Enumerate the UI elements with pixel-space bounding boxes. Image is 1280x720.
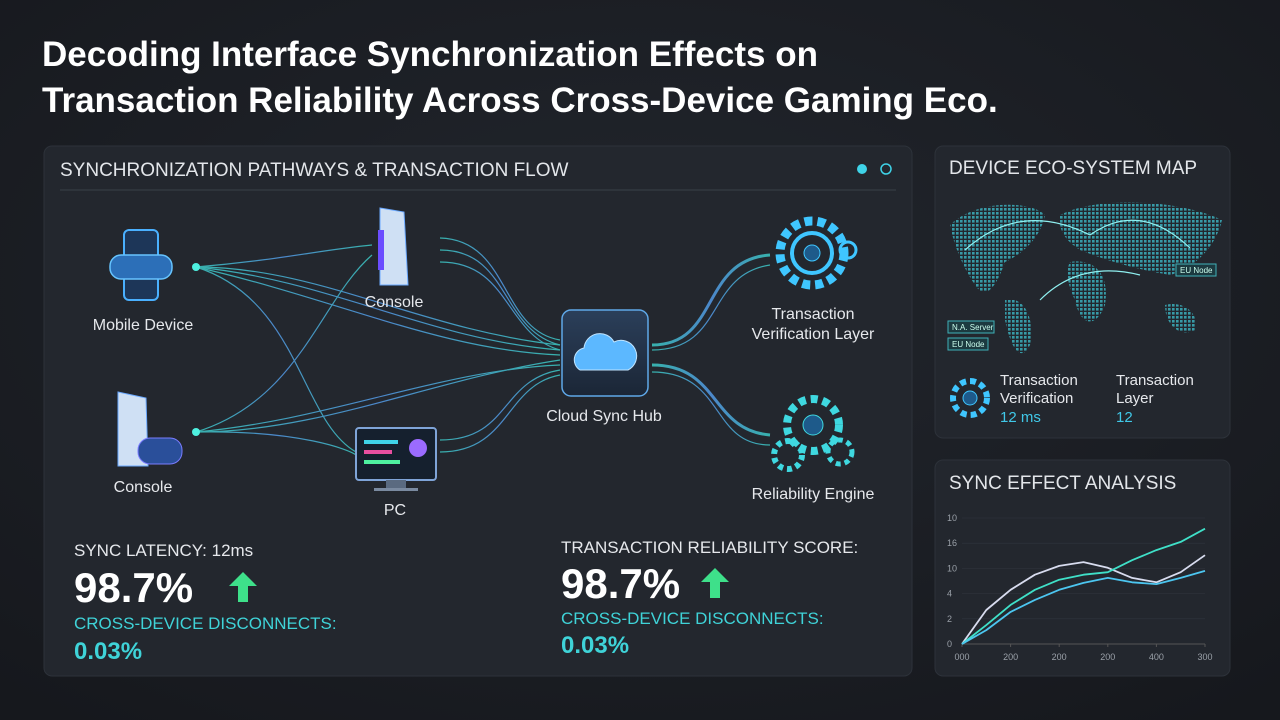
pc-icon (355, 427, 437, 491)
panel-title: DEVICE ECO-SYSTEM MAP (949, 158, 1197, 179)
node-label: Mobile Device (93, 317, 194, 334)
node-label: Reliability Engine (752, 486, 875, 503)
x-tick-label: 400 (1149, 652, 1164, 662)
x-tick-label: 200 (1100, 652, 1115, 662)
panel-title: SYNCHRONIZATION PATHWAYS & TRANSACTION F… (60, 160, 569, 181)
stat-label: Transaction (1000, 372, 1078, 389)
title-line: Decoding Interface Synchronization Effec… (42, 35, 818, 74)
console-icon (117, 391, 200, 467)
series-line (961, 570, 1206, 645)
y-tick-label: 10 (947, 513, 957, 523)
gear-icon (950, 378, 990, 418)
stat-value: 12 ms (1000, 409, 1041, 426)
hub-icon (561, 309, 649, 397)
console-icon (378, 207, 409, 286)
x-tick-label: 200 (1052, 652, 1067, 662)
stat-label: Transaction (1116, 372, 1194, 389)
panel (43, 145, 913, 677)
chart-title: SYNC EFFECT ANALYSIS (949, 473, 1176, 494)
metric-value: 0.03% (74, 638, 142, 665)
stat-label: Layer (1116, 390, 1154, 407)
gear-icon (775, 216, 858, 290)
map-tag: EU Node (947, 337, 989, 351)
pathways-panel: SYNCHRONIZATION PATHWAYS & TRANSACTION F… (43, 145, 913, 677)
x-tick-label: 300 (1197, 652, 1212, 662)
metric-label: CROSS-DEVICE DISCONNECTS: (561, 609, 824, 628)
tag-text: N.A. Server (952, 323, 994, 332)
node-label: Verification Layer (752, 326, 875, 343)
node-label: Transaction (772, 306, 855, 323)
title-line: Transaction Reliability Across Cross-Dev… (42, 81, 998, 120)
y-tick-label: 4 (947, 589, 952, 599)
series-line (961, 554, 1206, 645)
flow-lines (195, 237, 771, 456)
node-label: Cloud Sync Hub (546, 408, 662, 425)
y-tick-label: 10 (947, 563, 957, 573)
gear-icon (771, 395, 855, 472)
metric-label: CROSS-DEVICE DISCONNECTS: (74, 614, 337, 633)
metric-label: SYNC LATENCY: 12ms (74, 541, 253, 560)
x-tick-label: 000 (954, 652, 969, 662)
stat-value: 12 (1116, 409, 1133, 426)
y-tick-label: 0 (947, 639, 952, 649)
tag-text: EU Node (1180, 266, 1213, 275)
page-dot[interactable] (857, 164, 867, 174)
series-line (961, 527, 1206, 645)
node-label: Console (114, 479, 173, 496)
metric-value: 0.03% (561, 632, 629, 659)
metric-label: TRANSACTION RELIABILITY SCORE: (561, 538, 858, 557)
map-links (964, 219, 1191, 301)
panel (934, 459, 1231, 677)
up-arrow (701, 568, 729, 598)
y-tick-label: 16 (947, 538, 957, 548)
node-label: Console (365, 294, 424, 311)
metric-value: 98.7% (561, 560, 680, 607)
page-dot[interactable] (880, 163, 892, 175)
tag-text: EU Node (952, 340, 985, 349)
y-tick-label: 2 (947, 614, 952, 624)
metric-value: 98.7% (74, 564, 193, 611)
map-panel: DEVICE ECO-SYSTEM MAP N.A. Server EU Nod… (934, 145, 1231, 439)
map-tag: N.A. Server (947, 320, 995, 334)
up-arrow (229, 572, 257, 602)
node-label: PC (384, 502, 406, 519)
mobile-icon (109, 229, 200, 301)
world-map (950, 202, 1222, 354)
map-tag: EU Node (1175, 263, 1217, 277)
x-tick-label: 200 (1003, 652, 1018, 662)
stat-label: Verification (1000, 390, 1073, 407)
